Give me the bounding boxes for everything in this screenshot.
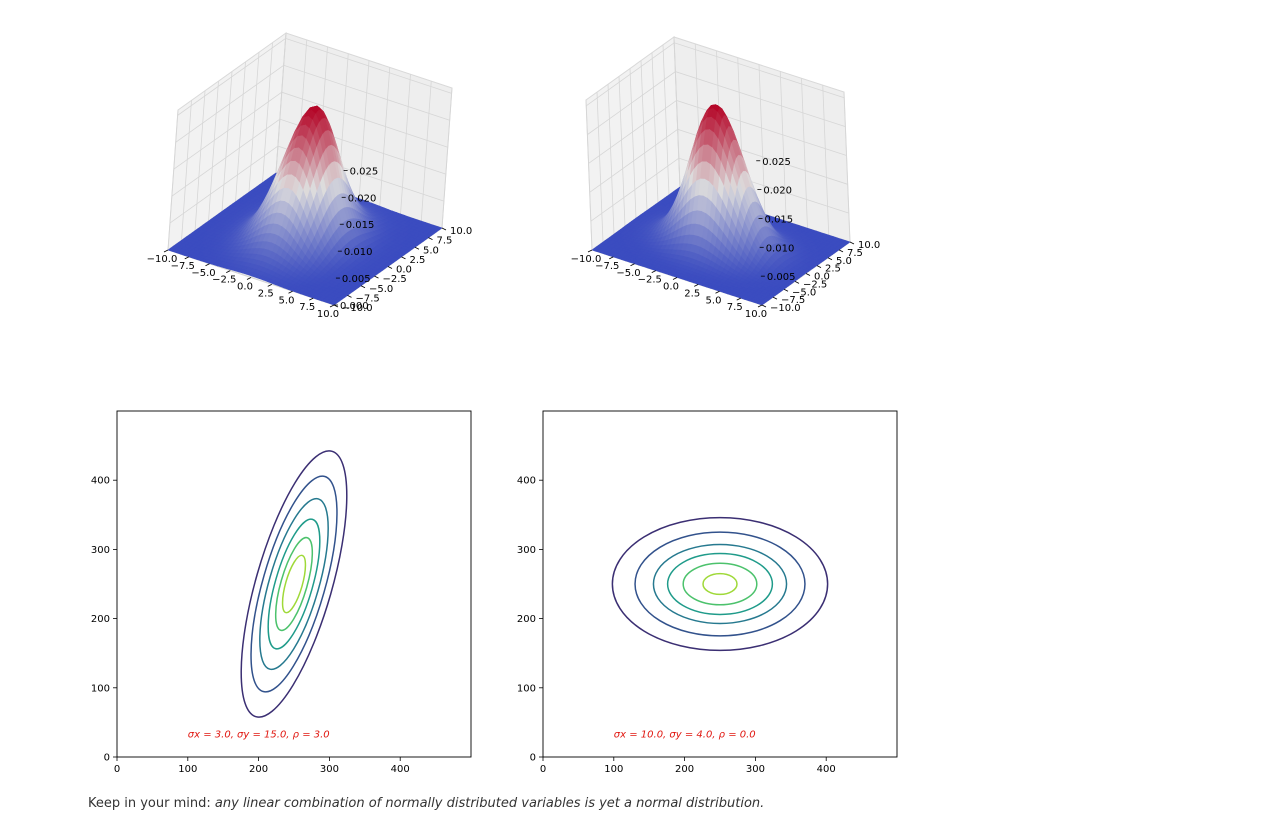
surface-2-x-tick: 10.0 bbox=[745, 309, 767, 320]
surface-1-x-tick: 2.5 bbox=[258, 288, 274, 299]
surface-1-y-tick: −10.0 bbox=[342, 303, 373, 314]
surface-2-z-tick: 0.010 bbox=[766, 243, 795, 254]
surface-2-z-tick: 0.015 bbox=[765, 214, 794, 225]
contour-1-level-line bbox=[274, 536, 314, 632]
surface-2-y-tick: −5.0 bbox=[792, 287, 816, 298]
contour-2-level-line bbox=[682, 562, 758, 606]
surface-2-y-tick: 5.0 bbox=[836, 256, 852, 267]
surface-2-y-tick: 0.0 bbox=[814, 272, 830, 283]
surface-2-x-tick: −10.0 bbox=[571, 254, 602, 265]
contour-1-level-line bbox=[250, 475, 338, 693]
contour-2-y-tick: 0 bbox=[530, 753, 536, 764]
footer-note: Keep in your mind: any linear combinatio… bbox=[88, 796, 764, 811]
surface-2-y-tick: −2.5 bbox=[803, 279, 827, 290]
surface-2-x-tick: 0.0 bbox=[663, 282, 679, 293]
contour-1-y-tick: 200 bbox=[91, 614, 110, 625]
contour-2-y-tick: 100 bbox=[517, 683, 536, 694]
surface-plot-1: −10.0−7.5−5.0−2.50.02.55.07.510.0−10.0−7… bbox=[147, 31, 473, 320]
surface-2-mesh bbox=[591, 104, 851, 306]
contour-2-level-line bbox=[702, 572, 738, 596]
surface-1-mesh bbox=[167, 105, 443, 306]
surface-plot-2: −10.0−7.5−5.0−2.50.02.55.07.510.0−10.0−7… bbox=[571, 36, 881, 320]
surface-2-x-tick: −5.0 bbox=[616, 268, 640, 279]
contour-1-level-line bbox=[281, 554, 307, 614]
surface-1-x-tick: −7.5 bbox=[171, 261, 195, 272]
contour-2-x-tick: 200 bbox=[675, 764, 694, 775]
contour-1-y-tick: 100 bbox=[91, 683, 110, 694]
surface-2-z-tick: 0.020 bbox=[763, 186, 792, 197]
contour-2-x-tick: 0 bbox=[540, 764, 546, 775]
surface-2-x-tick: −2.5 bbox=[638, 275, 662, 286]
contour-2-level-line bbox=[634, 531, 806, 637]
contour-2-level-line bbox=[611, 516, 829, 652]
surface-2-y-tick: 7.5 bbox=[847, 248, 863, 259]
contour-2-level-line bbox=[666, 552, 774, 616]
surface-2-y-tick: 10.0 bbox=[858, 240, 880, 251]
footer-emphasis: any linear combination of normally distr… bbox=[214, 796, 765, 811]
surface-1-y-tick: 0.0 bbox=[396, 265, 412, 276]
surface-1-z-tick: 0.025 bbox=[350, 166, 379, 177]
surface-1-z-tick: 0.000 bbox=[340, 301, 369, 312]
surface-1-x-tick: 10.0 bbox=[317, 309, 339, 320]
surface-2-y-tick: −7.5 bbox=[781, 295, 805, 306]
surface-1-x-tick: 7.5 bbox=[299, 302, 315, 313]
contour-2-y-tick: 400 bbox=[517, 476, 536, 487]
surface-1-x-tick: −10.0 bbox=[147, 254, 178, 265]
contour-1-level-line bbox=[240, 450, 348, 718]
surface-2-y-tick: 2.5 bbox=[825, 264, 841, 275]
surface-2-x-tick: −7.5 bbox=[595, 261, 619, 272]
contour-1-annotation: σx = 3.0, σy = 15.0, ρ = 3.0 bbox=[188, 730, 330, 741]
surface-1-y-tick: 10.0 bbox=[450, 226, 472, 237]
surface-1-ticks: −10.0−7.5−5.0−2.50.02.55.07.510.0−10.0−7… bbox=[147, 166, 473, 320]
surface-1-y-tick: −2.5 bbox=[383, 274, 407, 285]
surface-1-y-tick: 5.0 bbox=[423, 245, 439, 256]
contour-1-level-line bbox=[259, 497, 329, 671]
surface-1-z-tick: 0.020 bbox=[348, 193, 377, 204]
surface-2-z-tick: 0.005 bbox=[767, 272, 796, 283]
contour-2-annotation: σx = 10.0, σy = 4.0, ρ = 0.0 bbox=[614, 730, 756, 741]
contour-1-y-tick: 0 bbox=[104, 753, 110, 764]
surface-1-x-tick: 5.0 bbox=[279, 295, 295, 306]
contour-2-x-tick: 400 bbox=[817, 764, 836, 775]
surface-2-x-tick: 5.0 bbox=[706, 295, 722, 306]
contour-1-y-tick: 400 bbox=[91, 476, 110, 487]
surface-1-y-tick: −5.0 bbox=[369, 284, 393, 295]
surface-1-x-tick: −2.5 bbox=[212, 275, 236, 286]
surface-1-y-tick: 7.5 bbox=[437, 236, 453, 247]
surface-2-ticks: −10.0−7.5−5.0−2.50.02.55.07.510.0−10.0−7… bbox=[571, 157, 881, 320]
surface-1-z-tick: 0.005 bbox=[342, 274, 371, 285]
surface-2-x-tick: 2.5 bbox=[684, 288, 700, 299]
contour-2-level-line bbox=[652, 543, 788, 625]
surface-1-z-tick: 0.015 bbox=[346, 220, 375, 231]
contour-1-x-tick: 400 bbox=[391, 764, 410, 775]
contour-1-x-tick: 0 bbox=[114, 764, 120, 775]
contour-2-axes-frame bbox=[542, 410, 898, 758]
surface-1-y-tick: −7.5 bbox=[356, 293, 380, 304]
surface-1-x-tick: −5.0 bbox=[191, 268, 215, 279]
contour-1-x-tick: 300 bbox=[320, 764, 339, 775]
contour-2-y-tick: 200 bbox=[517, 614, 536, 625]
contour-2-x-tick: 300 bbox=[746, 764, 765, 775]
contour-1-x-tick: 200 bbox=[249, 764, 268, 775]
surface-2-y-tick: −10.0 bbox=[770, 303, 801, 314]
contour-plot-2: 0 100 200 300 400 0 100 200 300 400 σx = 10.0, σy … bbox=[517, 410, 898, 775]
contour-1-level-line bbox=[267, 518, 321, 650]
surface-2-z-tick: 0.025 bbox=[762, 157, 791, 168]
surface-1-y-tick: 2.5 bbox=[410, 255, 426, 266]
contour-1-axes-frame bbox=[116, 410, 472, 758]
surface-1-z-tick: 0.010 bbox=[344, 247, 373, 258]
footer-lead: Keep in your mind: bbox=[88, 796, 211, 811]
contour-1-x-tick: 100 bbox=[178, 764, 197, 775]
contour-2-x-tick: 100 bbox=[604, 764, 623, 775]
surface-1-x-tick: 0.0 bbox=[237, 282, 253, 293]
contour-2-y-tick: 300 bbox=[517, 545, 536, 556]
contour-1-y-tick: 300 bbox=[91, 545, 110, 556]
contour-plot-1: 0 100 200 300 400 0 100 200 300 400 σx = 3.0, σy =… bbox=[91, 410, 472, 775]
surface-2-x-tick: 7.5 bbox=[727, 302, 743, 313]
